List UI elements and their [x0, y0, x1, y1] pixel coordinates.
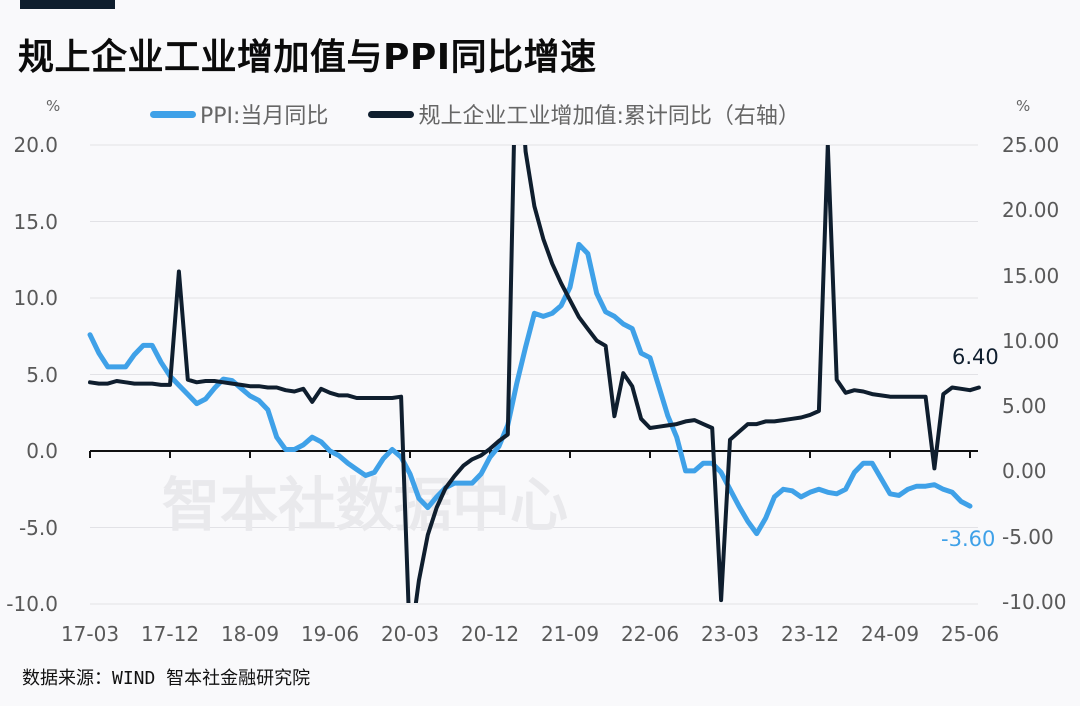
x-tick: 23-03 — [700, 622, 760, 646]
legend-item-iva: 规上企业工业增加值:累计同比（右轴） — [368, 98, 800, 130]
iva-end-label: 6.40 — [952, 345, 999, 369]
y-left-tick: 5.0 — [26, 363, 58, 387]
legend-item-ppi: PPI:当月同比 — [150, 98, 328, 130]
x-tick: 17-03 — [60, 622, 120, 646]
y-right-tick: -5.00 — [1002, 525, 1054, 549]
title-accent-bar — [20, 0, 115, 9]
x-axis — [89, 450, 978, 458]
watermark: 智本社数据中心 — [162, 471, 568, 539]
legend-label-iva: 规上企业工业增加值:累计同比（右轴） — [418, 104, 800, 129]
legend-swatch-iva — [368, 110, 415, 118]
x-tick: 22-06 — [620, 622, 680, 646]
y-left-tick: 15.0 — [13, 210, 58, 234]
x-tick: 24-09 — [860, 622, 920, 646]
y-right-tick: 20.00 — [1002, 198, 1060, 222]
x-tick: 17-12 — [140, 622, 200, 646]
iva-series-line — [88, 145, 981, 603]
x-tick: 18-09 — [220, 622, 280, 646]
y-right-tick: 25.00 — [1002, 133, 1060, 157]
x-tick: 20-03 — [380, 622, 440, 646]
y-right-tick: 15.00 — [1002, 264, 1060, 288]
x-tick: 25-06 — [940, 622, 1000, 646]
y-right-tick: 5.00 — [1002, 394, 1047, 418]
legend-swatch-ppi — [150, 110, 196, 118]
left-axis-unit: % — [46, 97, 61, 115]
legend-label-ppi: PPI:当月同比 — [200, 104, 329, 129]
right-axis-unit: % — [1016, 97, 1031, 115]
ppi-end-label: -3.60 — [941, 527, 996, 551]
data-source-note: 数据来源：WIND 智本社金融研究院 — [22, 668, 311, 689]
y-left-tick: 10.0 — [13, 286, 58, 310]
y-right-tick: 10.00 — [1002, 329, 1060, 353]
y-left-tick: -10.0 — [6, 592, 58, 616]
y-right-tick: 0.00 — [1002, 459, 1047, 483]
legend: PPI:当月同比 规上企业工业增加值:累计同比（右轴） — [150, 98, 840, 130]
y-left-tick: 0.0 — [26, 439, 58, 463]
x-tick: 23-12 — [780, 622, 840, 646]
page-title: 规上企业工业增加值与PPI同比增速 — [18, 37, 597, 78]
x-tick: 19-06 — [300, 622, 360, 646]
x-tick: 21-09 — [540, 622, 600, 646]
y-left-tick: 20.0 — [13, 133, 58, 157]
y-right-tick: -10.00 — [1002, 590, 1067, 614]
y-left-tick: -5.0 — [18, 516, 58, 540]
x-tick: 20-12 — [460, 622, 520, 646]
